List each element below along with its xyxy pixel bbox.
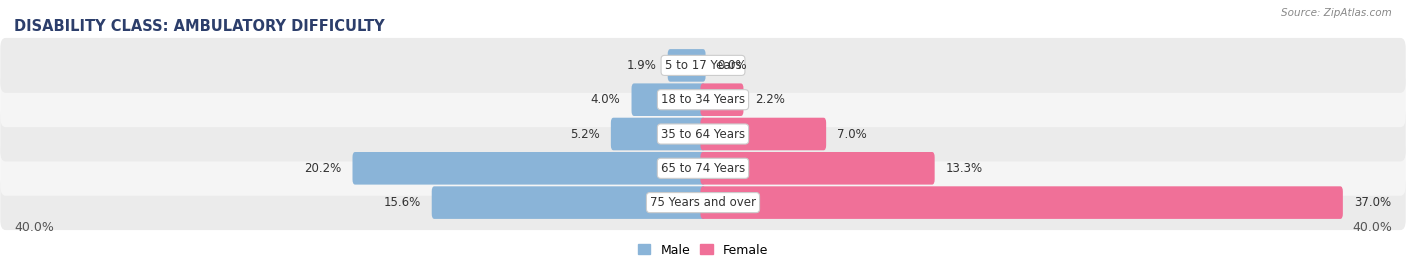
Text: 1.9%: 1.9% [627, 59, 657, 72]
Text: 37.0%: 37.0% [1354, 196, 1391, 209]
Text: 5 to 17 Years: 5 to 17 Years [665, 59, 741, 72]
Text: 2.2%: 2.2% [755, 93, 785, 106]
Text: 13.3%: 13.3% [946, 162, 983, 175]
Text: DISABILITY CLASS: AMBULATORY DIFFICULTY: DISABILITY CLASS: AMBULATORY DIFFICULTY [14, 19, 385, 34]
Legend: Male, Female: Male, Female [633, 239, 773, 262]
Text: 7.0%: 7.0% [838, 128, 868, 140]
Text: 5.2%: 5.2% [569, 128, 599, 140]
FancyBboxPatch shape [610, 118, 706, 150]
Text: 35 to 64 Years: 35 to 64 Years [661, 128, 745, 140]
FancyBboxPatch shape [353, 152, 706, 185]
Text: 20.2%: 20.2% [304, 162, 342, 175]
Text: 75 Years and over: 75 Years and over [650, 196, 756, 209]
Text: 18 to 34 Years: 18 to 34 Years [661, 93, 745, 106]
FancyBboxPatch shape [700, 118, 827, 150]
FancyBboxPatch shape [432, 186, 706, 219]
FancyBboxPatch shape [700, 152, 935, 185]
Text: 4.0%: 4.0% [591, 93, 620, 106]
FancyBboxPatch shape [0, 175, 1406, 230]
FancyBboxPatch shape [0, 72, 1406, 127]
FancyBboxPatch shape [0, 141, 1406, 196]
Text: 65 to 74 Years: 65 to 74 Years [661, 162, 745, 175]
Text: 0.0%: 0.0% [717, 59, 747, 72]
FancyBboxPatch shape [0, 107, 1406, 161]
Text: Source: ZipAtlas.com: Source: ZipAtlas.com [1281, 8, 1392, 18]
FancyBboxPatch shape [0, 38, 1406, 93]
Text: 40.0%: 40.0% [1353, 221, 1392, 234]
FancyBboxPatch shape [668, 49, 706, 82]
Text: 40.0%: 40.0% [14, 221, 53, 234]
FancyBboxPatch shape [631, 83, 706, 116]
FancyBboxPatch shape [700, 83, 744, 116]
FancyBboxPatch shape [700, 186, 1343, 219]
Text: 15.6%: 15.6% [384, 196, 420, 209]
